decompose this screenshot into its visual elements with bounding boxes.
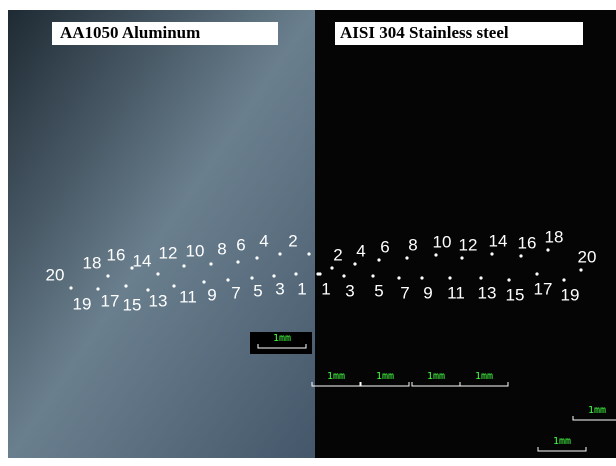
point-label: 4 — [259, 231, 268, 250]
indent-dot — [490, 252, 494, 256]
indent-dot — [209, 262, 213, 266]
indent-dot — [342, 274, 346, 278]
point-label: 6 — [380, 237, 389, 256]
indent-dot — [96, 287, 100, 291]
scale-label: 1mm — [376, 371, 394, 382]
point-label: 3 — [275, 279, 284, 298]
indent-dot — [579, 268, 583, 272]
point-label: 5 — [253, 281, 262, 300]
point-label: 13 — [149, 291, 168, 310]
point-label: 13 — [478, 283, 497, 302]
indent-dot — [255, 256, 259, 260]
indent-dot — [519, 254, 523, 258]
indent-dot — [353, 262, 357, 266]
indent-dot — [124, 284, 128, 288]
point-label: 4 — [356, 241, 365, 260]
indent-dot — [226, 278, 230, 282]
point-label: 8 — [408, 235, 417, 254]
scale-label: 1mm — [553, 436, 571, 447]
point-label: 1 — [321, 279, 330, 298]
indent-dot — [156, 272, 160, 276]
point-label: 16 — [107, 245, 126, 264]
point-label: 12 — [159, 243, 178, 262]
indent-dot — [420, 276, 424, 280]
point-label: 17 — [101, 291, 120, 310]
indent-dot — [535, 272, 539, 276]
point-label: 8 — [217, 239, 226, 258]
point-label: 14 — [489, 231, 508, 250]
title-box — [52, 22, 278, 45]
point-label: 11 — [179, 287, 197, 306]
point-label: 20 — [578, 247, 597, 266]
indent-dot — [130, 266, 134, 270]
point-label: 1 — [297, 279, 306, 298]
indent-dot — [250, 276, 254, 280]
scale-label: 1mm — [427, 371, 445, 382]
indent-dot — [460, 256, 464, 260]
indent-dot — [307, 252, 311, 256]
point-label: 18 — [545, 227, 564, 246]
right-title: AISI 304 Stainless steel — [340, 23, 509, 42]
scale-label: 1mm — [588, 405, 606, 416]
point-label: 7 — [231, 283, 240, 302]
indent-dot — [448, 276, 452, 280]
indent-dot — [106, 274, 110, 278]
point-label: 9 — [207, 285, 216, 304]
indent-dot — [397, 276, 401, 280]
indent-dot — [479, 276, 483, 280]
point-label: 16 — [518, 233, 537, 252]
indent-dot — [236, 260, 240, 264]
steel-region — [315, 10, 616, 458]
point-label: 5 — [374, 281, 383, 300]
indent-dot — [294, 272, 298, 276]
point-label: 17 — [534, 279, 553, 298]
point-label: 15 — [506, 285, 525, 304]
indent-dot — [330, 266, 334, 270]
title-box — [335, 22, 583, 45]
indent-dot — [146, 288, 150, 292]
left-title: AA1050 Aluminum — [60, 23, 200, 42]
indent-dot — [434, 253, 438, 257]
indent-dot — [377, 258, 381, 262]
scale-bar — [311, 382, 361, 387]
indent-dot — [202, 280, 206, 284]
point-label: 2 — [288, 231, 297, 250]
indent-dot — [318, 272, 322, 276]
point-label: 12 — [459, 235, 478, 254]
indent-dot — [507, 278, 511, 282]
aluminum-region — [8, 10, 315, 458]
point-label: 3 — [345, 281, 354, 300]
indent-dot — [182, 264, 186, 268]
scale-bar — [572, 416, 616, 421]
point-label: 15 — [123, 295, 142, 314]
point-label: 6 — [236, 235, 245, 254]
point-label: 10 — [433, 232, 452, 251]
scale-bar — [459, 382, 509, 387]
indent-dot — [278, 252, 282, 256]
indent-dot — [172, 284, 176, 288]
point-label: 11 — [447, 283, 465, 302]
point-label: 7 — [400, 283, 409, 302]
point-label: 20 — [46, 265, 65, 284]
indent-dot — [546, 248, 550, 252]
indent-dot — [405, 256, 409, 260]
indent-dot — [69, 286, 73, 290]
scale-bar — [360, 382, 410, 387]
scale-bar — [257, 344, 307, 349]
point-label: 19 — [561, 285, 580, 304]
scale-label: 1mm — [273, 333, 291, 344]
scale-label: 1mm — [475, 371, 493, 382]
point-label: 14 — [133, 251, 152, 270]
point-label: 19 — [73, 294, 92, 313]
point-label: 9 — [423, 283, 432, 302]
scale-label: 1mm — [327, 371, 345, 382]
scale-bar — [537, 447, 587, 452]
point-label: 18 — [83, 253, 102, 272]
point-label: 2 — [333, 245, 342, 264]
point-label: 10 — [186, 241, 205, 260]
indent-dot — [272, 274, 276, 278]
indent-dot — [562, 278, 566, 282]
indent-dot — [371, 274, 375, 278]
